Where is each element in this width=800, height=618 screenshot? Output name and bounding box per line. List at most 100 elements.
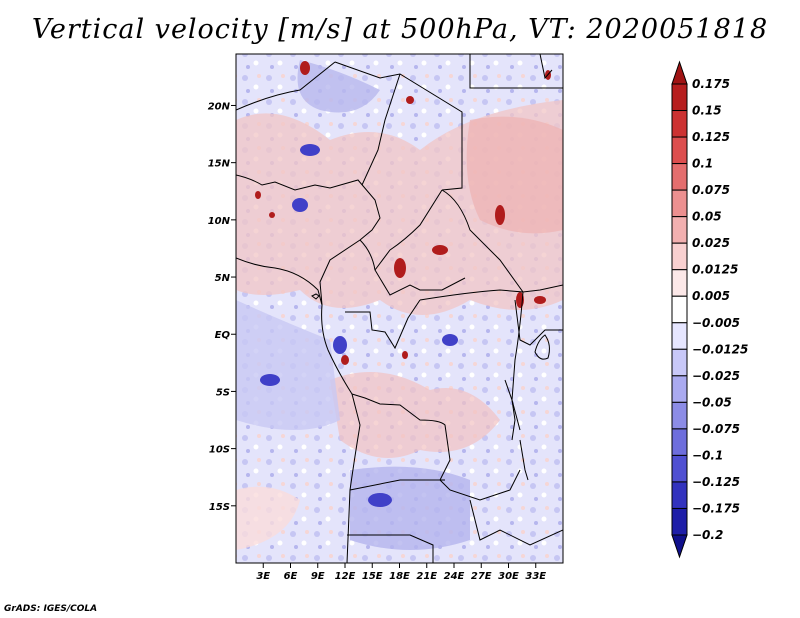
lon-tick-label: 21E <box>416 571 437 582</box>
field-region-positive-east <box>466 116 563 234</box>
colorbar-label: −0.0125 <box>692 342 748 356</box>
colorbar-label: 0.1 <box>692 157 713 171</box>
border-line <box>374 189 443 271</box>
colorbar: 0.175 0.15 0.125 0.1 0.075 0.05 0.025 0.0125 0.0… <box>671 60 748 559</box>
updraft-spot <box>402 351 408 359</box>
updraft-spot <box>495 205 505 225</box>
colorbar-label: −0.175 <box>692 501 740 515</box>
colorbar-bin <box>671 83 688 112</box>
colorbar-bin <box>671 295 688 324</box>
colorbar-bin <box>671 189 688 218</box>
field-region-negative <box>236 300 340 430</box>
colorbar-bin <box>671 136 688 165</box>
colorbar-bin <box>671 163 688 191</box>
lon-tick-label: 33E <box>525 571 546 582</box>
lon-tick-label: 30E <box>498 571 519 582</box>
colorbar-bin <box>671 242 688 271</box>
colorbar-bin <box>671 454 688 483</box>
updraft-spot <box>255 191 261 199</box>
coastline <box>236 257 361 563</box>
colorbar-label: 0.0125 <box>692 263 738 277</box>
lat-tick-label: EQ <box>215 330 231 341</box>
velocity-field <box>236 54 563 563</box>
border-line <box>236 174 381 241</box>
lon-tick-label: 9E <box>311 571 325 582</box>
updraft-spot <box>300 61 310 75</box>
border-line <box>441 189 563 293</box>
downdraft-spot <box>292 198 308 212</box>
colorbar-bin <box>671 507 688 536</box>
lon-tick-label: 15E <box>362 571 383 582</box>
colorbar-bin <box>671 401 688 430</box>
colorbar-label: −0.05 <box>692 395 732 409</box>
field-region-positive-south <box>330 372 500 458</box>
colorbar-label: −0.025 <box>692 369 740 383</box>
country-borders <box>236 54 563 563</box>
colorbar-label: 0.005 <box>692 289 730 303</box>
border-line <box>419 289 524 431</box>
border-line <box>347 534 434 563</box>
colorbar-label: −0.005 <box>692 316 740 330</box>
updraft-spot <box>406 96 414 104</box>
colorbar-label: 0.125 <box>692 130 730 144</box>
field-region-pale-southwest <box>236 486 300 550</box>
border-line <box>539 54 553 80</box>
lat-tick-label: 10N <box>208 216 231 227</box>
colorbar-label: −0.1 <box>692 448 723 462</box>
lon-tick-label: 12E <box>335 571 356 582</box>
colorbar-bin <box>671 269 688 297</box>
lon-tick-label: 18E <box>389 571 410 582</box>
colorbar-bin <box>671 322 688 350</box>
field-region-negative-south <box>350 466 470 550</box>
lon-tick-label: 6E <box>284 571 298 582</box>
downdraft-spot <box>333 336 347 354</box>
downdraft-spot <box>300 144 320 156</box>
credit-label: GrADS: IGES/COLA <box>4 604 98 614</box>
downdraft-spot <box>442 334 458 346</box>
lon-tick-label: 27E <box>471 571 492 582</box>
colorbar-label: 0.175 <box>692 77 730 91</box>
border-line <box>236 61 336 111</box>
island-outline <box>311 293 320 300</box>
lat-tick-label: 10S <box>209 445 230 456</box>
updraft-spot <box>341 355 349 365</box>
colorbar-bin <box>671 428 688 456</box>
colorbar-bin <box>671 110 688 138</box>
border-line <box>514 299 563 346</box>
lat-tick-label: 5N <box>215 273 231 284</box>
lake-shore <box>504 379 516 441</box>
colorbar-bin <box>671 481 688 509</box>
colorbar-label: 0.15 <box>692 104 722 118</box>
colorbar-bin <box>671 375 688 403</box>
colorbar-label: 0.025 <box>692 236 730 250</box>
colorbar-bin <box>671 348 688 377</box>
border-line <box>359 239 466 296</box>
lat-tick-label: 5S <box>216 387 230 398</box>
colorbar-top-triangle <box>671 60 688 85</box>
colorbar-label: −0.2 <box>692 528 723 542</box>
updraft-spot <box>534 296 546 304</box>
lon-tick-label: 3E <box>256 571 270 582</box>
border-line <box>361 73 401 186</box>
lat-tick-label: 15N <box>208 159 231 170</box>
updraft-spot <box>394 258 406 278</box>
lake-shore <box>534 334 550 360</box>
updraft-spot <box>432 245 448 255</box>
lake-shore <box>519 439 529 481</box>
border-line <box>469 499 563 546</box>
colorbar-bin <box>671 216 688 244</box>
border-line <box>334 61 463 191</box>
lat-tick-label: 20N <box>208 101 231 112</box>
border-line <box>469 54 563 89</box>
downdraft-spot <box>368 493 392 507</box>
latitude-axis: 20N 15N 10N 5N EQ 5S 10S 15S <box>208 101 236 513</box>
colorbar-bottom-triangle <box>671 534 688 559</box>
updraft-spot <box>269 212 275 218</box>
border-line <box>345 299 421 350</box>
field-region-negative-north <box>297 60 380 113</box>
colorbar-label: 0.05 <box>692 210 722 224</box>
colorbar-label: 0.075 <box>692 183 730 197</box>
border-line <box>349 479 445 491</box>
longitude-axis: 3E 6E 9E 12E 15E 18E 21E 24E 27E 30E 33E <box>256 563 546 582</box>
